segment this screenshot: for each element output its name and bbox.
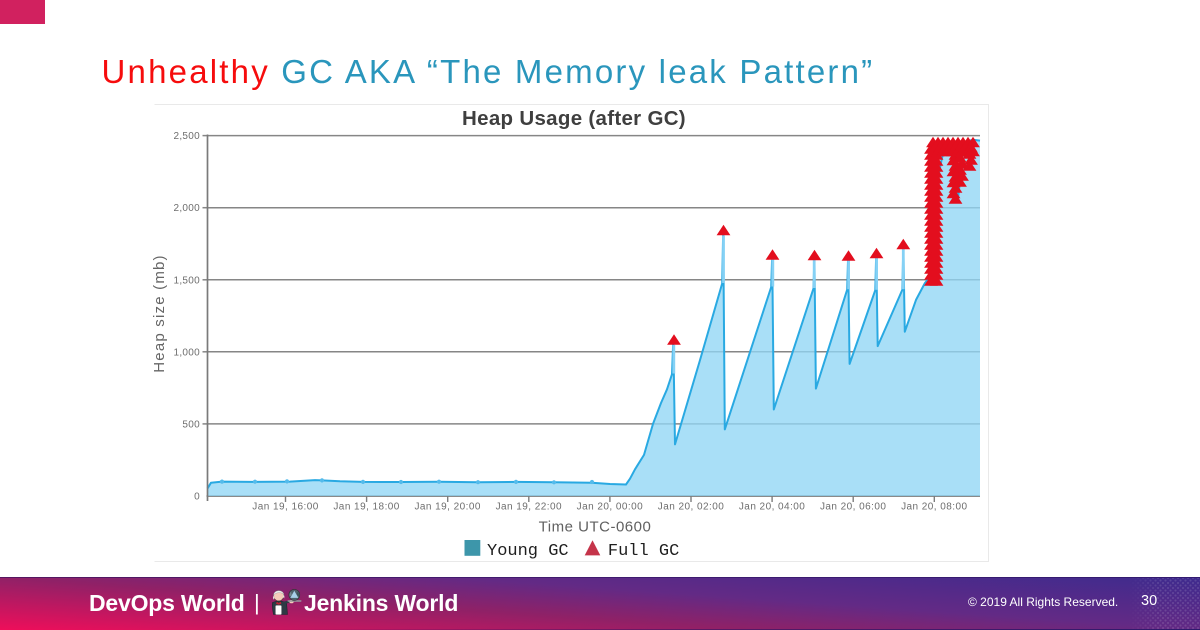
svg-text:Jan 20, 04:00: Jan 20, 04:00 (739, 502, 805, 513)
svg-text:Heap size (mb): Heap size (mb) (151, 254, 168, 373)
svg-text:Jan 20, 02:00: Jan 20, 02:00 (658, 502, 724, 513)
svg-text:Young GC: Young GC (487, 542, 569, 561)
svg-text:2,500: 2,500 (173, 131, 200, 142)
svg-text:500: 500 (182, 419, 200, 430)
svg-text:Jan 20, 06:00: Jan 20, 06:00 (820, 502, 886, 513)
svg-text:Jan 20, 00:00: Jan 20, 00:00 (577, 502, 643, 513)
svg-text:Jan 19, 18:00: Jan 19, 18:00 (333, 502, 399, 513)
svg-text:1,500: 1,500 (173, 275, 200, 286)
svg-text:Jan 20, 08:00: Jan 20, 08:00 (901, 502, 967, 513)
svg-text:Jan 19, 20:00: Jan 19, 20:00 (414, 502, 480, 513)
svg-text:1,000: 1,000 (173, 347, 200, 358)
svg-text:Jan 19, 22:00: Jan 19, 22:00 (496, 502, 562, 513)
svg-text:Time UTC-0600: Time UTC-0600 (539, 519, 652, 536)
svg-text:2,000: 2,000 (173, 203, 200, 214)
svg-text:0: 0 (194, 492, 200, 503)
svg-text:Jan 19, 16:00: Jan 19, 16:00 (252, 502, 318, 513)
svg-text:Full GC: Full GC (608, 542, 679, 561)
svg-text:Heap Usage (after GC): Heap Usage (after GC) (462, 107, 686, 130)
